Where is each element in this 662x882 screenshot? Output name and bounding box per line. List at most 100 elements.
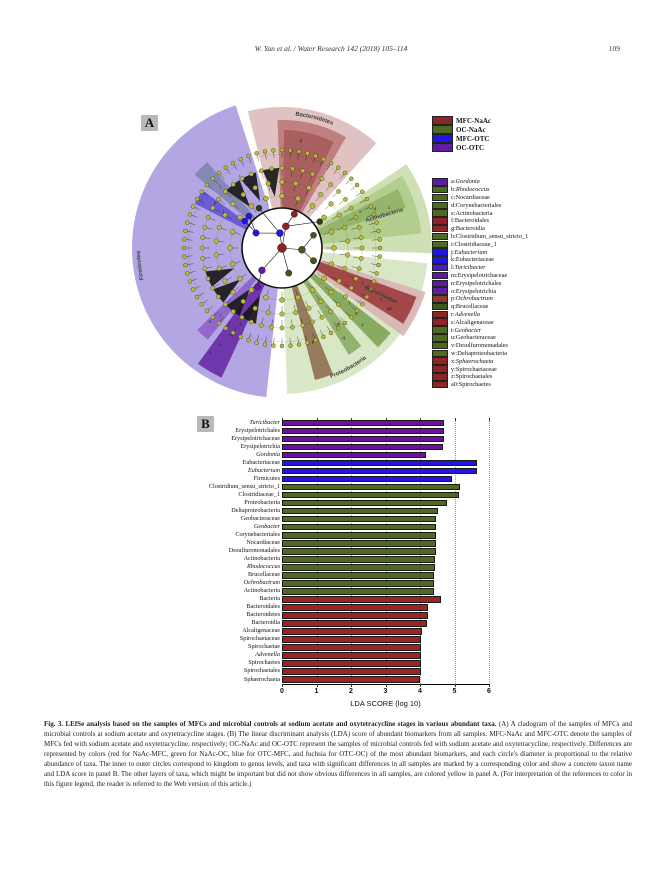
taxon-node: [319, 176, 325, 182]
bar-row: Erysipelotrichia: [150, 443, 530, 451]
axis-tick: [489, 684, 490, 687]
taxon-node: [371, 212, 377, 217]
taxon-node: [248, 203, 255, 209]
taxon-node: [348, 285, 354, 291]
taxon-node: [279, 311, 285, 317]
group-legend-item: OC-OTC: [432, 143, 491, 152]
taxa-legend-item: u:Geobacteraceae: [432, 334, 528, 342]
clade-node: [282, 222, 290, 231]
taxon-node: [342, 170, 348, 176]
x-tick-label: 0: [280, 688, 284, 695]
taxon-node: [258, 168, 264, 174]
taxon-node: [246, 337, 251, 343]
lda-bar: [282, 491, 460, 499]
taxon-node: [229, 261, 236, 267]
bar-taxon-label: Spirochaetaceae: [239, 635, 280, 643]
taxa-legend-label: h:Clostridium_sensu_stricto_1: [451, 232, 529, 240]
axis-tick: [420, 684, 421, 687]
clade-fan: [240, 172, 261, 201]
taxon-node: [185, 271, 190, 276]
taxon-node: [252, 185, 258, 191]
wedge-letter: p: [312, 339, 315, 344]
group-legend-item: OC-NaAc: [432, 125, 491, 134]
bar-row: Desulfuromonadales: [150, 547, 530, 555]
taxon-node: [187, 279, 193, 284]
wedge-letter: z: [380, 297, 382, 302]
taxon-node: [271, 343, 276, 348]
bar-taxon-label: Proteobacteria: [244, 499, 280, 507]
taxon-node: [305, 151, 310, 156]
taxon-node: [216, 265, 222, 271]
taxon-node: [216, 320, 222, 326]
lda-bar: [282, 620, 427, 627]
taxa-legend: a:Gordonia b:Rhodococcus c:Nocardiaceae d:C…: [432, 178, 528, 389]
bar-row: Clostridiaceae_1: [150, 491, 530, 499]
chart-rows: Turicibacter Erysipelotrichales Erysipelot…: [150, 419, 530, 684]
taxon-node: [181, 245, 187, 251]
bar-track: [282, 595, 489, 603]
taxa-color-swatch: [432, 224, 448, 233]
taxon-node: [265, 310, 271, 316]
clade-node: [310, 257, 317, 265]
lda-bar: [282, 523, 436, 531]
sector-label: Firmicutes: [136, 251, 146, 281]
taxon-node: [377, 237, 382, 242]
taxon-node: [213, 238, 219, 244]
axis-tick: [351, 418, 352, 421]
lda-bar: [282, 644, 422, 651]
clade-node: [255, 204, 263, 212]
bar-taxon-label: Spirochaetae: [248, 643, 280, 651]
bar-track: [282, 435, 489, 443]
taxa-legend-item: b:Rhodococcus: [432, 185, 528, 194]
taxon-node: [300, 322, 306, 328]
bar-taxon-label: Brucellaceae: [248, 571, 280, 579]
clade-node: [290, 210, 298, 218]
taxon-node: [223, 165, 228, 170]
taxon-node: [313, 337, 318, 343]
taxon-node: [342, 265, 348, 271]
bar-taxon-label: Deltaproteobacteria: [231, 507, 280, 515]
taxa-legend-label: b:Rhodococcus: [451, 186, 490, 194]
bar-row: Geobacteraceae: [150, 515, 530, 523]
taxon-node: [230, 330, 236, 336]
clade-fan: [205, 268, 235, 287]
x-tick-label: 5: [452, 688, 457, 695]
bar-row: Bacteria: [150, 595, 530, 603]
taxon-node: [229, 229, 236, 235]
lda-bar: [282, 628, 423, 635]
taxa-color-swatch: [432, 295, 448, 303]
taxa-color-swatch: [432, 380, 448, 389]
taxa-color-swatch: [432, 232, 448, 241]
bar-row: Corynebacteriales: [150, 531, 530, 539]
taxon-node: [342, 320, 348, 326]
taxon-node: [231, 182, 236, 187]
taxon-node: [377, 254, 382, 259]
taxon-node: [336, 189, 341, 194]
bar-track: [282, 427, 489, 435]
taxa-legend-item: z:Spirochaetales: [432, 373, 528, 381]
taxa-legend-item: t:Geobacter: [432, 326, 528, 334]
bar-track: [282, 635, 489, 643]
bar-taxon-label: Clostridiaceae_1: [238, 491, 280, 499]
lda-bar: [282, 563, 435, 571]
taxon-node: [279, 193, 285, 199]
bar-taxon-label: Corynebacteriales: [235, 531, 280, 539]
bar-taxon-label: Alcaligenaceae: [242, 627, 280, 635]
taxon-node: [230, 201, 236, 207]
taxa-legend-label: a0:Spirochaetes: [451, 381, 491, 389]
taxa-color-swatch: [432, 326, 448, 334]
taxon-node: [269, 166, 274, 171]
taxa-legend-label: a:Gordonia: [451, 178, 480, 186]
clade-fan: [226, 288, 250, 316]
sector-Firmicutes: [131, 105, 278, 398]
taxon-node: [306, 305, 312, 311]
wedge-letter: m: [229, 332, 233, 337]
bar-track: [282, 483, 489, 491]
bar-taxon-label: Desulfuromonadales: [228, 547, 280, 555]
taxa-legend-label: i:Clostridiaceae_1: [451, 240, 497, 248]
taxa-color-swatch: [432, 279, 448, 287]
taxon-node: [200, 235, 205, 240]
taxa-legend-item: x:Sphaerochaeta: [432, 357, 528, 365]
group-legend: MFC-NaAc OC-NaAc MFC-OTC OC-OTC: [432, 116, 491, 152]
taxa-color-swatch: [432, 248, 448, 256]
